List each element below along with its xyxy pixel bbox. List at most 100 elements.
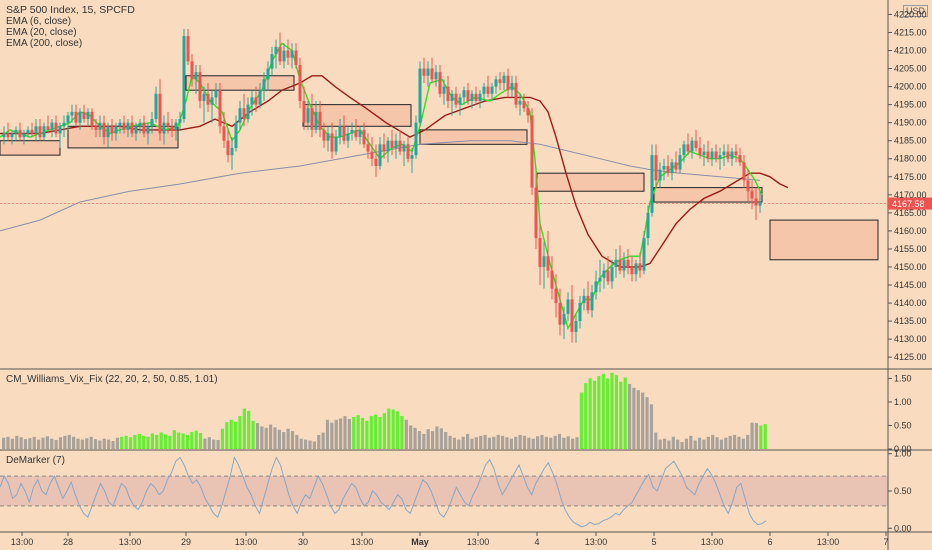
candle-body [30, 129, 34, 134]
candle-body [18, 129, 22, 138]
vix-bar [321, 432, 325, 449]
vix-bar [536, 436, 540, 449]
vix-bar [623, 377, 627, 449]
candle-body [726, 151, 730, 159]
vix-bar [80, 439, 84, 449]
candle-body [474, 93, 478, 102]
x-axis-label: 29 [181, 537, 191, 547]
candle-body [514, 82, 518, 105]
vix-y-label: 0.50 [894, 420, 912, 430]
last-price-tag [888, 197, 932, 210]
x-axis-label: 13:00 [467, 537, 490, 547]
candle-body [86, 111, 90, 120]
candle-body [566, 299, 570, 314]
vix-bar [203, 438, 207, 449]
candle-body [746, 180, 750, 192]
candle-body [226, 140, 230, 156]
candle-body [382, 144, 386, 152]
candle-body [98, 122, 102, 130]
candle-body [546, 256, 550, 271]
vix-bar [76, 438, 80, 449]
vix-bar [172, 430, 176, 449]
candle-body [146, 126, 150, 134]
price-y-label: 4195.00 [894, 100, 927, 110]
candle-body [154, 93, 158, 120]
candle-body [710, 151, 714, 159]
candle-body [530, 115, 534, 188]
candle-body [754, 198, 758, 206]
ema200-legend: EMA (200, close) [6, 38, 83, 49]
candle-body [10, 133, 14, 138]
currency-badge[interactable]: USD [903, 5, 929, 17]
candle-body [622, 259, 626, 271]
vix-bar [684, 438, 689, 449]
vix-bar [28, 438, 32, 449]
candle-body [526, 108, 530, 116]
vix-fix-legend: CM_Williams_Vix_Fix (22, 20, 2, 50, 0.85… [6, 374, 218, 385]
candle-body [606, 270, 610, 282]
vix-bar [137, 433, 141, 449]
demarker-y-label: 0.00 [894, 523, 912, 533]
vix-bar [746, 434, 750, 449]
candle-body [242, 108, 246, 120]
candle-body [470, 93, 474, 102]
x-axis-label: 13:00 [351, 537, 374, 547]
vix-bar [562, 437, 566, 449]
vix-y-label: 1.00 [894, 397, 912, 407]
vix-bar [680, 441, 684, 449]
zone-box [419, 129, 528, 145]
vix-bar [676, 439, 680, 449]
candle-body [666, 165, 670, 174]
vix-bar [190, 432, 194, 449]
price-y-label: 4210.00 [894, 46, 927, 56]
vix-bar [426, 429, 430, 449]
price-y-label: 4125.00 [894, 352, 927, 362]
price-y-label: 4175.00 [894, 172, 927, 182]
candle-body [638, 263, 642, 271]
vix-bar [168, 435, 172, 449]
vix-bar [671, 436, 675, 449]
vix-y-label: 0.00 [894, 444, 912, 454]
vix-bar [404, 419, 408, 449]
vix-bar [597, 376, 601, 449]
candle-body [730, 151, 734, 159]
vix-bar [614, 375, 618, 449]
vix-bar [347, 418, 351, 449]
vix-bar [41, 437, 45, 449]
candle-body [630, 266, 634, 275]
vix-bar [553, 435, 557, 449]
price-y-label: 4180.00 [894, 154, 927, 164]
vix-bar [238, 416, 242, 449]
candle-body [670, 162, 674, 174]
vix-bar [93, 439, 98, 449]
candle-body [358, 129, 362, 138]
vix-bar [312, 441, 316, 449]
candle-body [626, 259, 630, 267]
candle-body [270, 54, 274, 69]
price-y-label: 4205.00 [894, 64, 927, 74]
price-y-label: 4185.00 [894, 136, 927, 146]
candle-body [198, 72, 202, 102]
candle-body [682, 144, 686, 156]
vix-bar [444, 432, 448, 449]
candle-body [366, 144, 370, 152]
vix-bar [514, 436, 518, 449]
candle-body [214, 90, 218, 98]
candle-body [430, 68, 434, 80]
candle-body [698, 147, 702, 156]
demarker-band [0, 476, 888, 506]
candle-body [78, 111, 82, 123]
vix-bar [45, 436, 49, 449]
candle-body [22, 133, 26, 138]
candle-body [194, 72, 198, 80]
vix-bar [662, 438, 667, 449]
x-axis-label: 30 [298, 537, 308, 547]
candle-body [410, 155, 414, 159]
vix-bar [255, 423, 260, 449]
candle-body [674, 162, 678, 170]
candle-body [542, 256, 546, 267]
candle-body [114, 126, 118, 134]
x-axis-label: 4 [534, 537, 539, 547]
candle-body [310, 108, 314, 130]
